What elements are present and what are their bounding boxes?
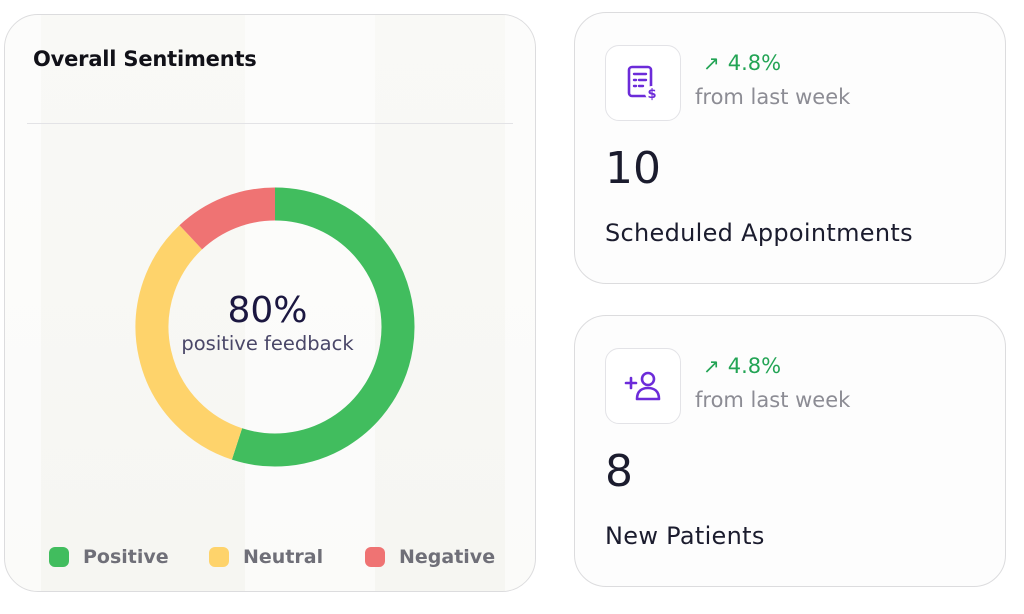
scheduled-appointments-card[interactable]: $ ↗ 4.8% from last week 10 Scheduled App…: [574, 12, 1006, 284]
legend-item-neutral[interactable]: Neutral: [209, 543, 323, 571]
legend-item-negative[interactable]: Negative: [365, 543, 495, 571]
legend-swatch-negative: [365, 547, 385, 567]
icon-box: [605, 348, 681, 424]
stat-value: 10: [605, 143, 661, 194]
chart-legend: Positive Neutral Negative: [49, 543, 519, 571]
background-stripe: [5, 15, 41, 591]
icon-box: $: [605, 45, 681, 121]
stat-label: New Patients: [605, 522, 765, 550]
card-title: Overall Sentiments: [33, 47, 257, 71]
background-stripe: [505, 15, 535, 591]
positive-feedback-label: positive feedback: [181, 332, 354, 355]
trend-up-arrow-icon: ↗: [703, 354, 720, 378]
legend-label: Neutral: [243, 546, 324, 568]
donut-center: 80% positive feedback: [155, 291, 380, 357]
new-patients-card[interactable]: ↗ 4.8% from last week 8 New Patients: [574, 315, 1006, 587]
legend-label: Negative: [399, 546, 496, 568]
stat-label: Scheduled Appointments: [605, 219, 913, 247]
add-user-icon: [624, 371, 661, 401]
trend-up-arrow-icon: ↗: [703, 51, 720, 75]
donut-segment-negative[interactable]: [179, 187, 276, 250]
divider: [27, 123, 513, 124]
trend-value: 4.8%: [727, 51, 782, 75]
background-stripe: [245, 15, 375, 591]
trend-caption: from last week: [695, 85, 851, 109]
trend-indicator: ↗ 4.8%: [703, 354, 781, 378]
legend-swatch-positive: [49, 547, 69, 567]
positive-percentage: 80%: [227, 290, 308, 331]
invoice-dollar-icon: $: [627, 65, 659, 102]
sentiment-card: Overall Sentiments 80% positive feedback…: [4, 14, 536, 592]
donut-segment-positive[interactable]: [231, 187, 415, 467]
legend-label: Positive: [83, 546, 169, 568]
legend-item-positive[interactable]: Positive: [49, 543, 169, 571]
trend-value: 4.8%: [727, 354, 782, 378]
svg-text:$: $: [647, 87, 656, 102]
trend-indicator: ↗ 4.8%: [703, 51, 781, 75]
sentiment-donut-chart: [135, 187, 415, 467]
donut-segment-neutral[interactable]: [135, 225, 243, 460]
legend-swatch-neutral: [209, 547, 229, 567]
trend-caption: from last week: [695, 388, 851, 412]
stat-value: 8: [605, 446, 633, 497]
